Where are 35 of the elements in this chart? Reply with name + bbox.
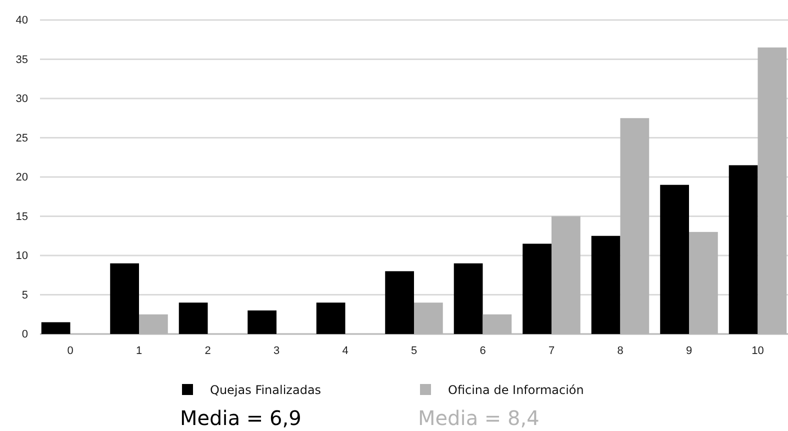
bar bbox=[41, 322, 70, 334]
y-tick-label: 0 bbox=[22, 328, 28, 341]
x-tick-label: 5 bbox=[410, 344, 418, 357]
x-tick-label: 1 bbox=[136, 344, 142, 357]
legend-label: Quejas Finalizadas bbox=[210, 383, 322, 397]
y-tick-label: 30 bbox=[16, 93, 28, 106]
bar bbox=[178, 302, 208, 334]
x-tick-label: 0 bbox=[67, 344, 74, 357]
bar bbox=[248, 310, 276, 334]
legend-label: Oficina de Información bbox=[448, 383, 584, 397]
y-tick-label: 40 bbox=[16, 14, 28, 27]
x-tick-label: 6 bbox=[480, 344, 486, 357]
bar bbox=[316, 302, 346, 334]
text: Media = 8,4 bbox=[418, 406, 540, 430]
bar bbox=[522, 244, 552, 334]
bar bbox=[454, 263, 483, 334]
bar bbox=[728, 165, 758, 334]
bar bbox=[591, 236, 620, 334]
y-tick-label: 20 bbox=[16, 172, 28, 184]
y-tick-label: 10 bbox=[16, 250, 28, 262]
x-tick-label: 10 bbox=[752, 344, 764, 357]
x-tick-label: 3 bbox=[273, 344, 280, 357]
y-tick-label: 35 bbox=[16, 54, 28, 66]
y-tick-label: 15 bbox=[16, 210, 28, 223]
x-tick-label: 2 bbox=[204, 344, 211, 357]
x-tick-label: 9 bbox=[686, 344, 692, 357]
x-tick-label: 7 bbox=[548, 344, 555, 357]
x-tick-label: 8 bbox=[617, 344, 624, 357]
x-tick-label: 4 bbox=[342, 344, 348, 357]
bar bbox=[110, 263, 139, 334]
bar bbox=[385, 271, 414, 334]
y-tick-label: 5 bbox=[22, 289, 28, 302]
bar bbox=[660, 184, 689, 334]
y-tick-label: 25 bbox=[16, 132, 28, 144]
text: Media = 6,9 bbox=[180, 406, 302, 430]
